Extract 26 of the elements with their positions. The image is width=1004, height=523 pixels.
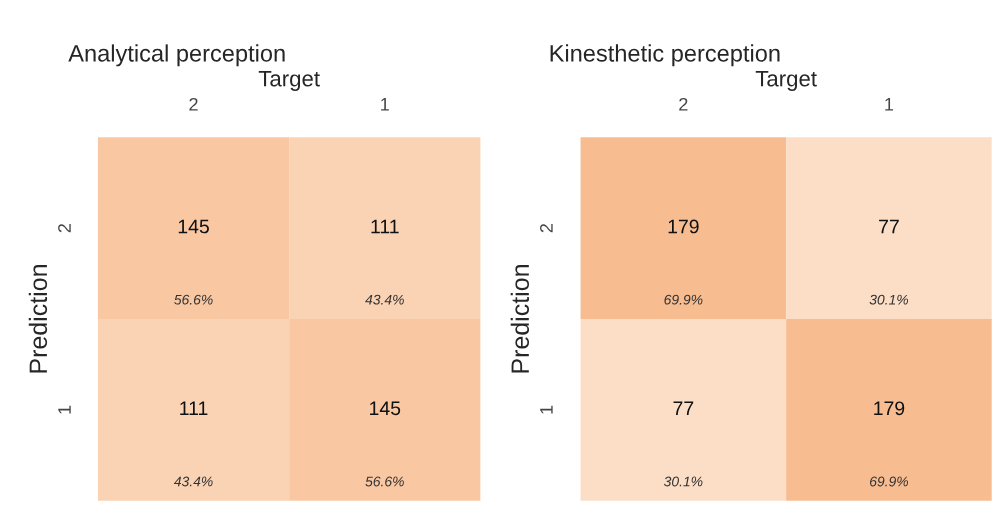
x-tick-label: 1	[885, 98, 894, 111]
data-label: 111	[180, 401, 208, 415]
annotation: 69.9%	[664, 294, 703, 305]
data-label: 111	[371, 219, 399, 234]
annotation: 43.4%	[365, 294, 404, 305]
data-label: 145	[370, 401, 401, 416]
x-tick-label: 2	[189, 97, 198, 111]
annotation: 69.9%	[870, 476, 909, 487]
data-label: 77	[673, 401, 694, 415]
annotation: 43.4%	[173, 476, 213, 487]
data-label: 145	[178, 219, 209, 234]
data-label: 179	[874, 401, 905, 416]
y-axis-title: Prediction	[28, 265, 48, 373]
x-tick-label: 2	[679, 97, 688, 111]
annotation: 30.1%	[869, 294, 909, 305]
data-label: 179	[668, 219, 699, 234]
annotation: 56.6%	[365, 476, 404, 487]
x-tick-label: 1	[381, 98, 389, 111]
annotation: 30.1%	[663, 476, 703, 487]
x-axis-title: Target	[258, 71, 320, 91]
chart-title: Analytical perception	[68, 44, 285, 67]
annotation: 56.6%	[174, 294, 213, 305]
data-label: 77	[879, 219, 899, 234]
chart-title: Kinesthetic perception	[550, 44, 780, 67]
y-axis-title: Prediction	[510, 265, 530, 373]
x-axis-title: Target	[755, 71, 817, 91]
